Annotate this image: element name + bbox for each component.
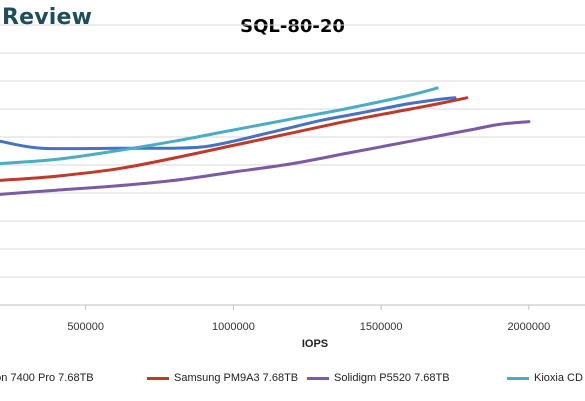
chart-legend: cron 7400 Pro 7.68TB Samsung PM9A3 7.68TB… (0, 372, 585, 390)
chart-title: SQL-80-20 (0, 16, 585, 37)
legend-label: Kioxia CD (534, 372, 583, 384)
legend-item: Solidigm P5520 7.68TB (307, 372, 450, 384)
chart-title-text: SQL-80-20 (240, 16, 345, 37)
legend-label: Samsung PM9A3 7.68TB (174, 372, 299, 384)
legend-item: Kioxia CD (507, 372, 583, 384)
site-logo: Review (2, 5, 93, 30)
legend-label: Solidigm P5520 7.68TB (334, 372, 450, 384)
x-tick-label: 1500000 (360, 321, 403, 333)
legend-item: cron 7400 Pro 7.68TB (0, 372, 94, 384)
series-line-1 (0, 96, 469, 182)
series-line-3 (0, 86, 439, 166)
x-axis-title: IOPS (302, 338, 328, 350)
legend-swatch (307, 376, 329, 380)
legend-swatch (507, 376, 529, 380)
legend-swatch (147, 376, 169, 380)
legend-item: Samsung PM9A3 7.68TB (147, 372, 298, 384)
series-line-0 (0, 96, 457, 151)
x-tick-label: 500000 (67, 321, 104, 333)
series-line-2 (0, 120, 531, 196)
x-tick-label: 2000000 (507, 321, 550, 333)
legend-label: cron 7400 Pro 7.68TB (0, 372, 94, 384)
x-tick-label: 1000000 (212, 321, 255, 333)
